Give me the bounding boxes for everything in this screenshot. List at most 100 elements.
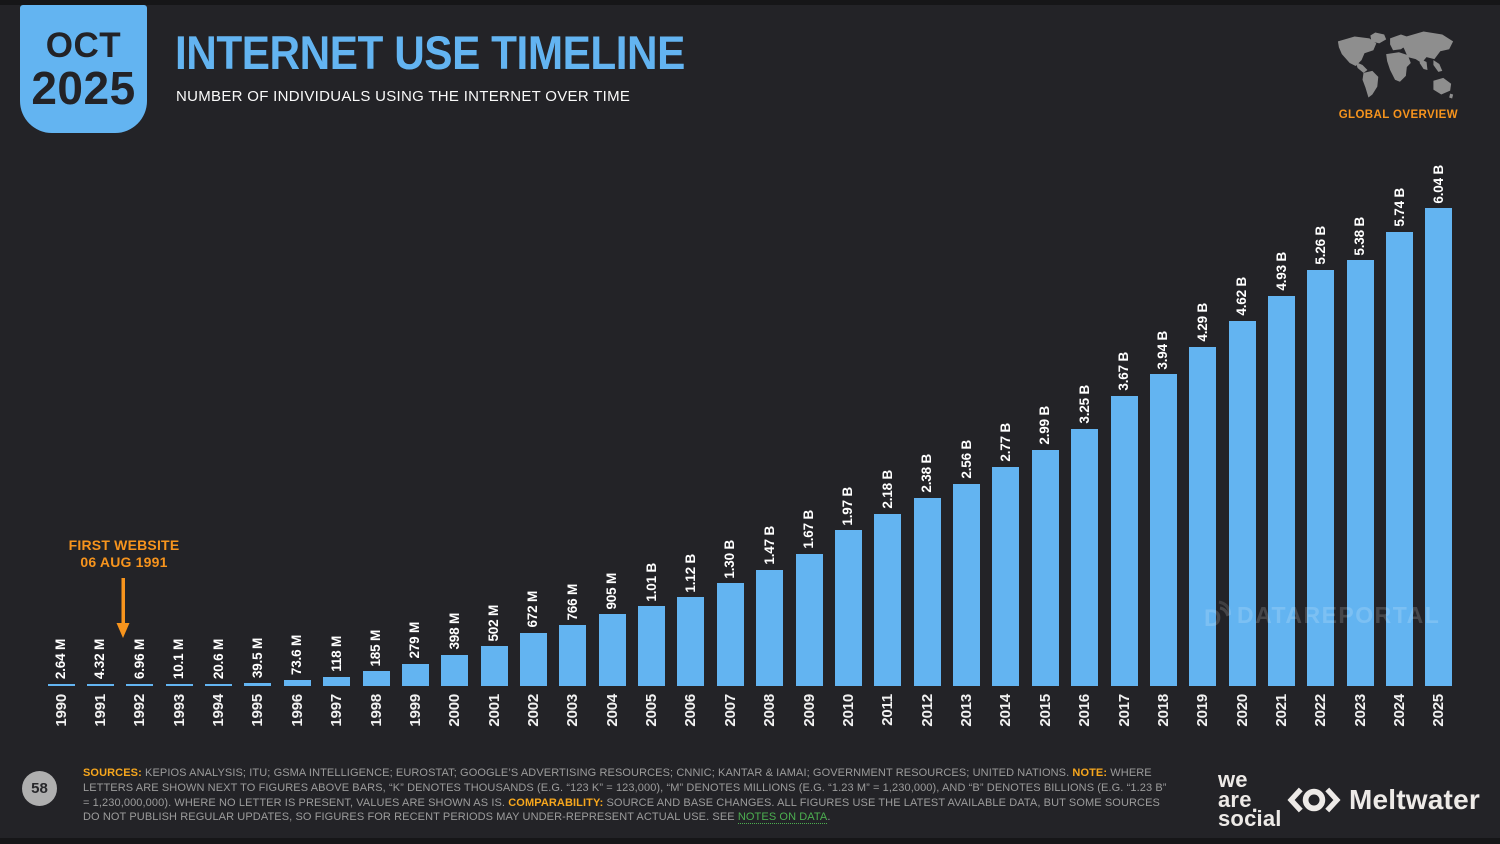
bar-value-label-2015: 2.99 B [1037, 405, 1053, 445]
annotation-line2: 06 AUG 1991 [80, 554, 168, 570]
year-label-1998: 1998 [367, 694, 385, 727]
bar-1995 [244, 682, 272, 686]
bar-value-label-2013: 2.56 B [958, 439, 974, 479]
year-label-2019: 2019 [1194, 694, 1212, 727]
bar-1997 [323, 676, 351, 686]
year-label-1991: 1991 [91, 694, 109, 727]
notes-on-data-link[interactable]: NOTES ON DATA [737, 811, 828, 825]
year-label-2004: 2004 [603, 694, 621, 727]
bar-value-label-2001: 502 M [486, 604, 502, 642]
bar-value-label-2002: 672 M [525, 591, 541, 628]
region-label: GLOBAL OVERVIEW [1338, 109, 1458, 121]
bar-value-label-2017: 3.67 B [1116, 352, 1131, 391]
year-label-1996: 1996 [288, 694, 306, 727]
bar-2007 [716, 583, 744, 686]
footer-label: NOTE: [1072, 767, 1108, 779]
bar-value-label-2023: 5.38 B [1352, 216, 1368, 256]
bar-2005 [638, 606, 665, 686]
date-badge: OCT 2025 [20, 5, 147, 133]
year-label-2010: 2010 [839, 694, 857, 727]
bar-2021 [1268, 296, 1295, 686]
bar-2009 [795, 553, 823, 686]
world-map-icon [1337, 31, 1454, 99]
top-edge [0, 0, 1500, 5]
bar-value-label-1996: 73.6 M [289, 635, 305, 676]
bar-2019 [1189, 346, 1217, 686]
bar-value-label-1990: 2.64 M [53, 638, 68, 679]
footer-label: COMPARABILITY: [508, 796, 604, 809]
bar-value-label-1998: 185 M [368, 629, 383, 667]
bar-value-label-2008: 1.47 B [761, 526, 777, 565]
year-label-1990: 1990 [52, 694, 70, 727]
year-label-2023: 2023 [1351, 694, 1369, 727]
was-dot: . [1251, 791, 1258, 817]
bar-2020 [1228, 320, 1256, 686]
year-label-2021: 2021 [1273, 694, 1290, 727]
year-label-2005: 2005 [643, 694, 660, 727]
bar-value-label-2009: 1.67 B [801, 510, 816, 549]
year-label-1992: 1992 [131, 694, 149, 727]
year-label-2025: 2025 [1430, 694, 1448, 727]
year-label-2001: 2001 [485, 694, 503, 727]
was-line2: are. [1218, 786, 1258, 817]
year-label-1994: 1994 [210, 694, 227, 727]
bar-2003 [559, 625, 587, 686]
bar-2010 [834, 530, 862, 686]
bar-2008 [756, 569, 784, 686]
footer-text: SOURCE AND BASE CHANGES. ALL FIGURES USE… [83, 796, 1160, 824]
bar-value-label-2003: 766 M [564, 583, 580, 621]
bar-value-label-2025: 6.04 B [1430, 164, 1446, 204]
bar-value-label-1995: 39.5 M [249, 637, 265, 678]
year-label-2014: 2014 [997, 694, 1015, 727]
bar-2014 [992, 466, 1020, 686]
year-label-2000: 2000 [446, 694, 464, 727]
bar-1991 [86, 684, 114, 686]
bar-value-label-1999: 279 M [407, 622, 423, 659]
bar-2016 [1071, 428, 1099, 686]
first-website-annotation: FIRST WEBSITE 06 AUG 1991 [53, 537, 195, 571]
we-are-social-logo: we are. social [1218, 767, 1282, 831]
bar-value-label-2022: 5.26 B [1312, 226, 1328, 265]
date-badge-year: 2025 [31, 62, 136, 114]
bar-2017 [1110, 395, 1138, 686]
bar-2000 [441, 654, 469, 686]
year-label-1999: 1999 [406, 694, 424, 727]
down-arrow-icon [116, 578, 130, 638]
was-line3: social [1218, 806, 1282, 831]
year-label-1993: 1993 [170, 694, 188, 727]
page-number: 58 [31, 780, 48, 797]
bar-1990 [47, 684, 75, 686]
meltwater-logo: Meltwater [1286, 784, 1480, 816]
bar-2022 [1307, 269, 1335, 686]
meltwater-wordmark: Meltwater [1349, 784, 1480, 815]
bar-value-label-2018: 3.94 B [1155, 330, 1171, 370]
bar-1994 [205, 684, 232, 686]
was-line1: we [1218, 767, 1248, 792]
year-label-1997: 1997 [328, 694, 346, 727]
year-label-2012: 2012 [918, 694, 936, 727]
bar-2025 [1425, 208, 1453, 686]
sources-note: SOURCES: KEPIOS ANALYSIS; ITU; GSMA INTE… [83, 766, 1168, 825]
bar-2011 [874, 513, 902, 686]
watermark-text: DATAREPORTAL [1237, 601, 1441, 628]
year-label-1995: 1995 [249, 694, 267, 727]
annotation-line1: FIRST WEBSITE [68, 537, 180, 553]
year-label-2022: 2022 [1312, 694, 1330, 727]
year-label-2020: 2020 [1233, 694, 1251, 727]
year-label-2013: 2013 [958, 694, 975, 727]
bar-2024 [1386, 232, 1414, 686]
year-label-2015: 2015 [1036, 694, 1054, 727]
footer-text: . [827, 811, 831, 824]
bar-value-label-2019: 4.29 B [1194, 303, 1210, 342]
bar-2006 [677, 597, 705, 686]
bar-2002 [519, 632, 547, 686]
year-label-2018: 2018 [1154, 694, 1172, 727]
bar-value-label-2024: 5.74 B [1391, 188, 1407, 227]
bar-2018 [1149, 374, 1177, 686]
bar-value-label-2007: 1.30 B [722, 539, 738, 579]
bar-1999 [401, 663, 429, 686]
year-label-2011: 2011 [879, 694, 897, 726]
page-subtitle: NUMBER OF INDIVIDUALS USING THE INTERNET… [176, 88, 631, 105]
bar-value-label-2000: 398 M [446, 612, 462, 650]
